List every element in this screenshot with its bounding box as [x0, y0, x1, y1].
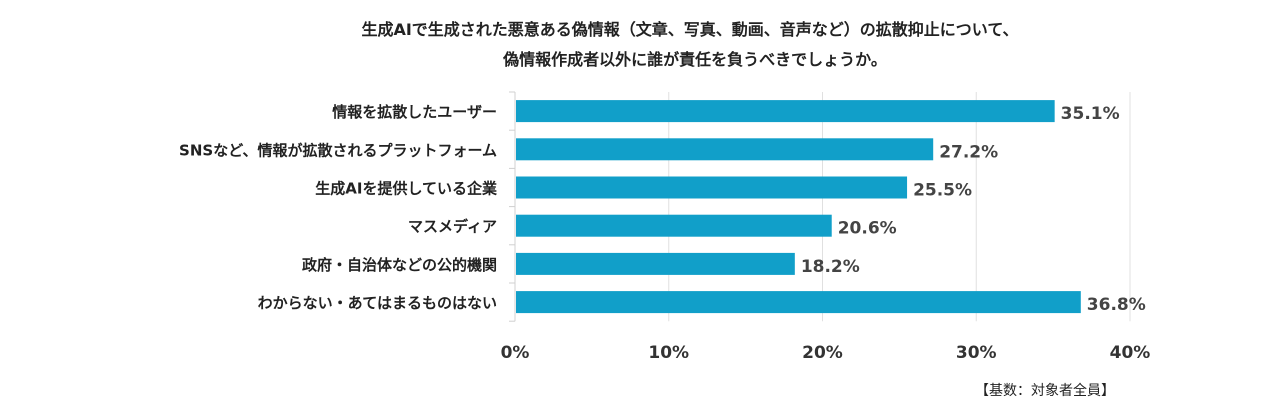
bar: [516, 100, 1055, 123]
category-label: SNSなど、情報が拡散されるプラットフォーム: [179, 141, 497, 159]
x-tick-label: 10%: [648, 343, 689, 363]
chart-title-line-2: 偽情報作成者以外に誰が責任を負うべきでしょうか。: [503, 50, 887, 69]
x-tick-label: 20%: [802, 343, 843, 363]
data-label: 27.2%: [939, 142, 998, 162]
bar: [516, 138, 934, 161]
x-tick-label: 30%: [956, 343, 997, 363]
x-tick-label: 40%: [1110, 343, 1151, 363]
data-label: 35.1%: [1061, 104, 1120, 124]
data-label: 18.2%: [801, 257, 860, 277]
bar: [516, 252, 795, 275]
bar: [516, 214, 832, 237]
chart-title-line-1: 生成AIで生成された悪意ある偽情報（文章、写真、動画、音声など）の拡散抑止につい…: [361, 20, 1019, 39]
category-label: わからない・あてはまるものはない: [258, 294, 497, 312]
data-label: 25.5%: [913, 181, 972, 201]
data-label: 36.8%: [1087, 295, 1146, 315]
data-label: 20.6%: [838, 219, 897, 239]
footnote: 【基数：対象者全員】: [975, 383, 1115, 399]
category-label: 政府・自治体などの公的機関: [302, 256, 497, 274]
category-label: 生成AIを提供している企業: [315, 180, 498, 198]
category-label: 情報を拡散したユーザー: [332, 103, 497, 121]
bar: [516, 291, 1081, 314]
bar: [516, 176, 908, 199]
category-label: マスメディア: [408, 218, 497, 236]
x-tick-label: 0%: [501, 343, 530, 363]
